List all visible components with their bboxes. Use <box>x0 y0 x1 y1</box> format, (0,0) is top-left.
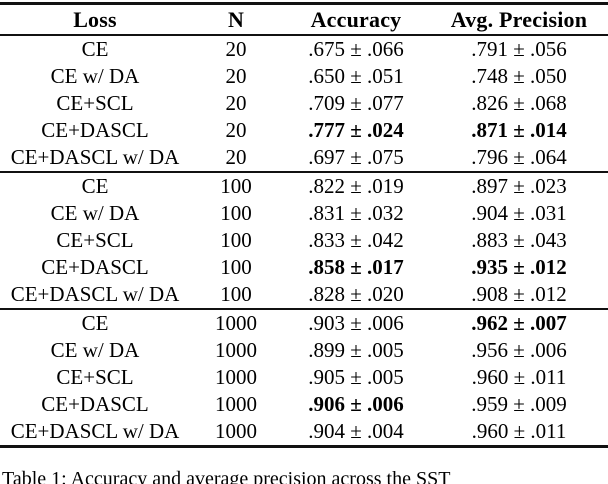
table-row: CE w/ DA 20 .650 ± .051 .748 ± .050 <box>0 63 608 90</box>
cell-avg-precision: .960 ± .011 <box>471 419 567 443</box>
cell-avg-precision: .908 ± .012 <box>471 282 567 306</box>
cell-n: 100 <box>220 255 252 279</box>
column-header-accuracy: Accuracy <box>310 6 402 32</box>
cell-accuracy: .831 ± .032 <box>308 201 404 225</box>
cell-avg-precision: .904 ± .031 <box>471 201 567 225</box>
cell-n: 20 <box>225 91 247 115</box>
table-row: CE+DASCL 20 .777 ± .024 .871 ± .014 <box>0 117 608 144</box>
cell-loss: CE w/ DA <box>50 201 140 225</box>
cell-loss: CE+DASCL <box>41 255 149 279</box>
cell-avg-precision: .883 ± .043 <box>471 228 567 252</box>
cell-n: 100 <box>220 174 252 198</box>
cell-accuracy: .904 ± .004 <box>308 419 404 443</box>
cell-n: 20 <box>225 118 247 142</box>
cell-loss: CE+DASCL <box>41 392 149 416</box>
cell-loss: CE+DASCL w/ DA <box>10 145 180 169</box>
cell-avg-precision: .897 ± .023 <box>471 174 567 198</box>
cell-accuracy: .828 ± .020 <box>308 282 404 306</box>
cell-avg-precision: .935 ± .012 <box>471 255 567 279</box>
cell-loss: CE <box>81 311 109 335</box>
cell-loss: CE+DASCL <box>41 118 149 142</box>
cell-avg-precision: .826 ± .068 <box>471 91 567 115</box>
cell-avg-precision: .959 ± .009 <box>471 392 567 416</box>
cell-n: 100 <box>220 228 252 252</box>
cell-avg-precision: .796 ± .064 <box>471 145 567 169</box>
cell-loss: CE w/ DA <box>50 64 140 88</box>
column-header-n: N <box>227 6 245 32</box>
table-row: CE+SCL 20 .709 ± .077 .826 ± .068 <box>0 90 608 117</box>
cell-loss: CE+SCL <box>56 365 134 389</box>
cell-avg-precision: .960 ± .011 <box>471 365 567 389</box>
results-table-body: CE 20 .675 ± .066 .791 ± .056 CE w/ DA 20 .650… <box>0 35 608 447</box>
header-row: Loss N Accuracy Avg. Precision <box>0 4 608 35</box>
table-row: CE+DASCL w/ DA 100 .828 ± .020 .908 ± .012 <box>0 281 608 309</box>
cell-n: 1000 <box>215 419 257 443</box>
cell-avg-precision: .748 ± .050 <box>471 64 567 88</box>
cell-avg-precision: .962 ± .007 <box>471 311 567 335</box>
cell-n: 20 <box>225 37 247 61</box>
column-header-avg-precision: Avg. Precision <box>450 6 588 32</box>
table-caption: Table 1: Accuracy and average precision … <box>2 468 451 484</box>
results-table-header: Loss N Accuracy Avg. Precision <box>0 4 608 35</box>
cell-accuracy: .858 ± .017 <box>308 255 404 279</box>
cell-accuracy: .709 ± .077 <box>308 91 404 115</box>
cell-n: 1000 <box>215 365 257 389</box>
cell-accuracy: .650 ± .051 <box>308 64 404 88</box>
cell-n: 1000 <box>215 392 257 416</box>
cell-accuracy: .833 ± .042 <box>308 228 404 252</box>
cell-accuracy: .697 ± .075 <box>308 145 404 169</box>
cell-accuracy: .822 ± .019 <box>308 174 404 198</box>
cell-n: 1000 <box>215 338 257 362</box>
cell-accuracy: .906 ± .006 <box>308 392 404 416</box>
table-row: CE+SCL 100 .833 ± .042 .883 ± .043 <box>0 227 608 254</box>
cell-accuracy: .899 ± .005 <box>308 338 404 362</box>
cell-loss: CE <box>81 37 109 61</box>
cell-accuracy: .905 ± .005 <box>308 365 404 389</box>
cell-accuracy: .675 ± .066 <box>308 37 404 61</box>
cell-avg-precision: .871 ± .014 <box>471 118 567 142</box>
cell-n: 100 <box>220 201 252 225</box>
table-row: CE w/ DA 100 .831 ± .032 .904 ± .031 <box>0 200 608 227</box>
table-row: CE+DASCL w/ DA 1000 .904 ± .004 .960 ± .011 <box>0 418 608 447</box>
cell-n: 100 <box>220 282 252 306</box>
cell-loss: CE+SCL <box>56 91 134 115</box>
table-row: CE 100 .822 ± .019 .897 ± .023 <box>0 172 608 200</box>
cell-accuracy: .903 ± .006 <box>308 311 404 335</box>
cell-loss: CE+DASCL w/ DA <box>10 282 180 306</box>
table-row: CE+DASCL 1000 .906 ± .006 .959 ± .009 <box>0 391 608 418</box>
cell-avg-precision: .791 ± .056 <box>471 37 567 61</box>
cell-loss: CE w/ DA <box>50 338 140 362</box>
cell-accuracy: .777 ± .024 <box>308 118 404 142</box>
table-row: CE+SCL 1000 .905 ± .005 .960 ± .011 <box>0 364 608 391</box>
table-row: CE+DASCL w/ DA 20 .697 ± .075 .796 ± .064 <box>0 144 608 172</box>
table-row: CE 20 .675 ± .066 .791 ± .056 <box>0 35 608 63</box>
cell-n: 1000 <box>215 311 257 335</box>
table-row: CE 1000 .903 ± .006 .962 ± .007 <box>0 309 608 337</box>
cell-loss: CE <box>81 174 109 198</box>
cell-avg-precision: .956 ± .006 <box>471 338 567 362</box>
table-row: CE w/ DA 1000 .899 ± .005 .956 ± .006 <box>0 337 608 364</box>
cell-loss: CE+SCL <box>56 228 134 252</box>
table-row: CE+DASCL 100 .858 ± .017 .935 ± .012 <box>0 254 608 281</box>
cell-loss: CE+DASCL w/ DA <box>10 419 180 443</box>
column-header-loss: Loss <box>73 6 117 32</box>
results-table: Loss N Accuracy Avg. Precision CE 20 .675 … <box>0 2 608 448</box>
cell-n: 20 <box>225 64 247 88</box>
cell-n: 20 <box>225 145 247 169</box>
